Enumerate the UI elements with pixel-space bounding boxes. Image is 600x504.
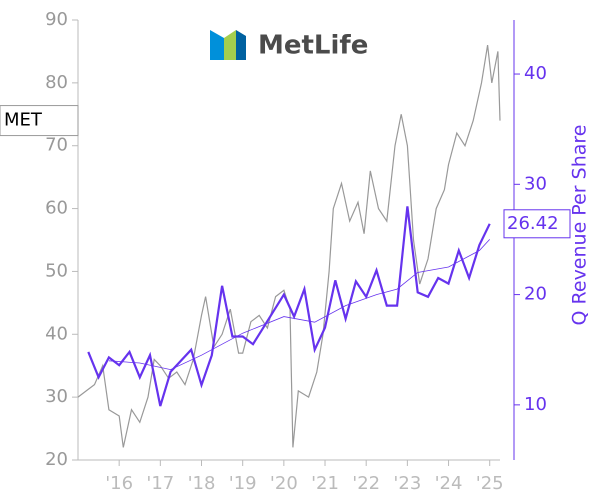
y-tick-label: 90	[45, 9, 68, 30]
x-tick-label: '17	[146, 473, 174, 494]
x-tick-label: '23	[393, 473, 421, 494]
y-tick-label: 60	[45, 198, 68, 219]
y2-tick-label: 30	[524, 173, 547, 194]
series-line	[108, 239, 490, 371]
x-tick-label: '21	[311, 473, 339, 494]
y-tick-label: 80	[45, 72, 68, 93]
y2-axis-label: Q Revenue Per Share	[569, 125, 591, 326]
series-line	[87, 206, 491, 407]
y2-tick-label: 40	[524, 63, 547, 84]
x-tick-label: '20	[270, 473, 298, 494]
revenue-label: 26.42	[507, 213, 559, 234]
series-line	[77, 45, 501, 448]
price-label-box	[0, 105, 79, 137]
x-tick-label: '25	[476, 473, 504, 494]
x-tick-label: '22	[352, 473, 380, 494]
y-tick-label: 40	[45, 323, 68, 344]
logo: MetLife	[210, 30, 368, 61]
x-tick-label: '19	[229, 473, 257, 494]
y-tick-label: 50	[45, 260, 68, 281]
y2-tick-label: 20	[524, 284, 547, 305]
y-tick-label: 70	[45, 135, 68, 156]
y2-tick-label: 10	[524, 394, 547, 415]
price-label: MET	[4, 110, 43, 131]
revenue-label-box	[503, 209, 571, 239]
x-tick-label: '18	[188, 473, 216, 494]
x-tick-label: '24	[435, 473, 463, 494]
y-tick-label: 30	[45, 386, 68, 407]
x-tick-label: '16	[105, 473, 133, 494]
y-tick-label: 20	[45, 449, 68, 470]
logo-text: MetLife	[258, 31, 368, 61]
